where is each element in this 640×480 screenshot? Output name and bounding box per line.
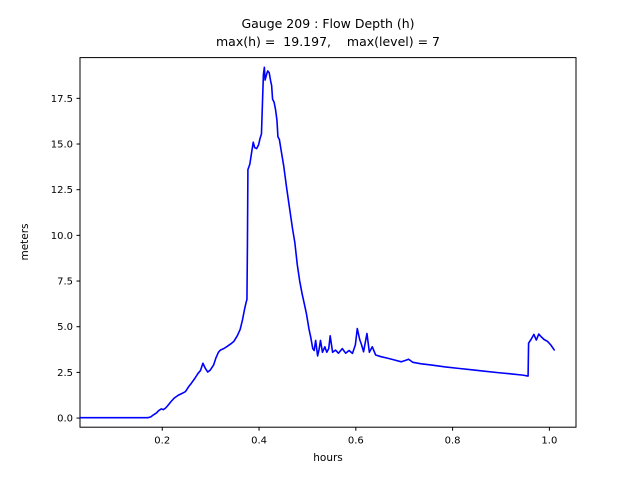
title-block: Gauge 209 : Flow Depth (h) max(h) = 19.1…	[80, 15, 576, 50]
x-axis-tick-label: 0.8	[445, 436, 461, 447]
y-axis-tick-label: 0.0	[57, 414, 73, 425]
y-axis-tick-label: 12.5	[51, 185, 73, 196]
y-axis-tick-label: 10.0	[51, 231, 73, 242]
y-axis-tick-label: 15.0	[51, 140, 73, 151]
x-axis-tick-label: 1.0	[541, 436, 557, 447]
y-axis-tick-label: 5.0	[57, 322, 73, 333]
x-axis-tick-label: 0.2	[154, 436, 170, 447]
chart-title: Gauge 209 : Flow Depth (h)	[241, 16, 415, 31]
y-axis-tick-label: 2.5	[57, 368, 73, 379]
chart-subtitle: max(h) = 19.197, max(level) = 7	[216, 33, 440, 49]
x-axis-label: hours	[313, 452, 343, 464]
y-axis-label: meters	[19, 223, 31, 261]
plot-area-frame	[79, 57, 577, 428]
flow-depth-line	[79, 66, 556, 419]
y-axis-tick-label: 7.5	[57, 277, 73, 288]
x-axis-tick-label: 0.6	[348, 436, 364, 447]
y-axis-tick-label: 17.5	[51, 94, 73, 105]
x-axis-tick-label: 0.4	[251, 436, 267, 447]
